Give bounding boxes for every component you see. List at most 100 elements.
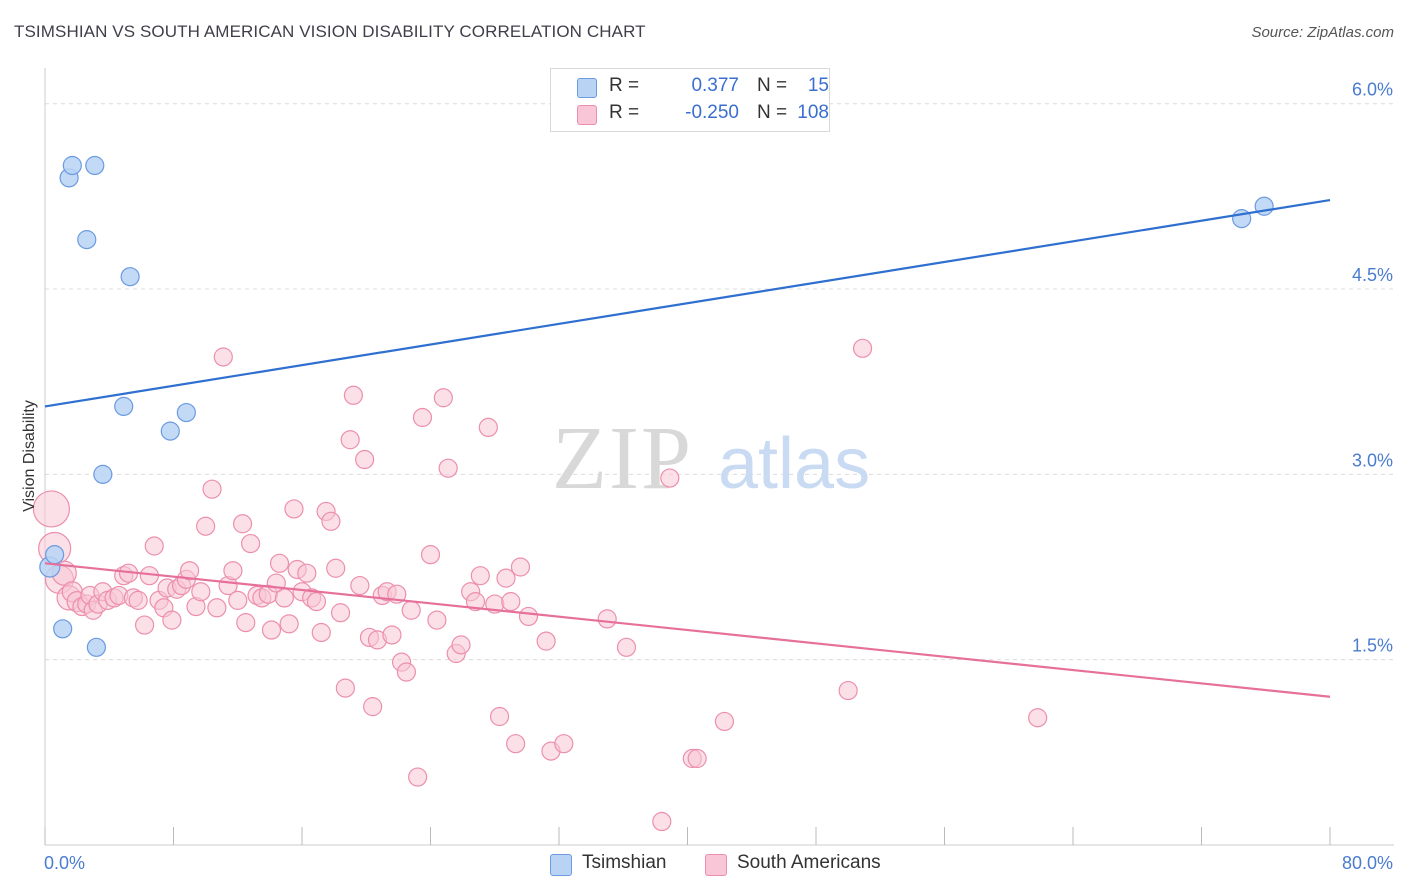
south-americans-point xyxy=(311,622,331,643)
tsimshian-swatch xyxy=(550,854,572,876)
south-americans-point xyxy=(714,711,735,732)
south-americans-point xyxy=(279,614,299,634)
y-tick-label: 4.5% xyxy=(1352,265,1393,285)
watermark: ZIP atlas xyxy=(552,409,870,508)
legend-r-value: 0.377 xyxy=(691,75,739,96)
south-americans-point xyxy=(196,516,216,536)
south-americans-point xyxy=(202,479,222,499)
south-americans-point xyxy=(687,748,707,769)
south-americans-point xyxy=(501,592,521,612)
south-americans-point xyxy=(363,697,383,717)
south-americans-point xyxy=(438,458,458,478)
south-americans-point xyxy=(32,490,71,528)
south-americans-point xyxy=(396,662,417,682)
south-americans-point xyxy=(284,499,304,519)
tsimshian-point xyxy=(120,267,140,287)
south-americans-point xyxy=(330,603,351,623)
source-label: Source: ZipAtlas.com xyxy=(1251,24,1394,41)
south-americans-point xyxy=(355,449,375,470)
legend-n-value: 108 xyxy=(797,102,829,123)
south-americans-point xyxy=(554,734,574,754)
south-americans-point xyxy=(236,613,256,633)
watermark-zip: ZIP xyxy=(552,409,693,508)
watermark-atlas: atlas xyxy=(718,424,870,504)
south-americans-point xyxy=(232,514,253,534)
south-americans-point xyxy=(228,590,248,610)
south-americans-trend-line xyxy=(44,562,1331,698)
south-americans-point xyxy=(326,558,346,578)
south-americans-point xyxy=(427,610,447,630)
south-americans-point xyxy=(297,563,317,583)
tsimshian-point xyxy=(77,230,97,250)
south-americans-point xyxy=(852,338,873,358)
south-americans-point xyxy=(179,561,200,581)
south-americans-point xyxy=(128,590,148,610)
south-americans-point xyxy=(321,511,341,531)
y-tick-label: 3.0% xyxy=(1352,450,1393,470)
south-americans-point xyxy=(207,598,227,618)
south-americans-point xyxy=(838,680,858,701)
south-americans-point xyxy=(536,631,556,651)
tsimshian-swatch xyxy=(577,78,597,98)
south-americans-point xyxy=(412,407,433,428)
south-americans-point xyxy=(496,568,516,588)
legend-n-label: N = xyxy=(757,102,788,123)
y-tick-label: 1.5% xyxy=(1352,636,1393,656)
south-americans-point xyxy=(162,610,182,630)
bottom-legend: Tsimshian South Americans xyxy=(0,852,1406,878)
south-americans-swatch xyxy=(705,854,727,876)
south-americans-point xyxy=(241,533,261,554)
south-americans-point xyxy=(451,635,471,655)
tsimshian-point xyxy=(86,637,107,657)
south-americans-point xyxy=(144,536,164,556)
south-americans-swatch xyxy=(577,105,597,125)
south-americans-point xyxy=(478,417,498,438)
tsimshian-point xyxy=(62,155,82,176)
south-americans-point xyxy=(213,347,233,367)
legend-r-label: R = xyxy=(609,75,640,96)
legend-r-label: R = xyxy=(609,102,640,123)
south-americans-point xyxy=(261,620,282,640)
south-americans-point xyxy=(465,592,486,612)
south-americans-point xyxy=(518,606,539,627)
south-americans-point xyxy=(510,557,531,577)
south-americans-point xyxy=(335,678,355,698)
chart-title: TSIMSHIAN VS SOUTH AMERICAN VISION DISAB… xyxy=(14,22,646,41)
south-americans-point xyxy=(306,592,327,612)
south-americans-point xyxy=(470,566,490,586)
legend-n-value: 15 xyxy=(807,75,829,96)
tsimshian-point xyxy=(45,545,65,565)
south-americans-point xyxy=(489,706,510,727)
south-americans-point xyxy=(382,625,402,645)
south-americans-point xyxy=(340,430,360,450)
tsimshian-point xyxy=(176,402,196,423)
grid-lines xyxy=(45,103,1394,661)
axes xyxy=(44,68,1394,846)
y-axis-label: Vision Disability xyxy=(21,400,38,512)
south-americans-point xyxy=(660,468,680,488)
tsimshian-points xyxy=(39,155,1274,657)
south-americans-point xyxy=(191,582,211,602)
south-americans-points xyxy=(32,338,1048,832)
south-americans-point xyxy=(506,734,526,754)
south-americans-point xyxy=(223,561,243,581)
x-tick-label-max: 80.0% xyxy=(1342,853,1393,873)
legend-n-label: N = xyxy=(757,75,788,96)
tsimshian-trend-line xyxy=(44,198,1331,408)
tsimshian-point xyxy=(114,396,134,417)
south-americans-point xyxy=(597,609,617,629)
south-americans-point xyxy=(1028,708,1048,728)
south-americans-point xyxy=(652,811,672,832)
bottom-legend-label: Tsimshian xyxy=(582,852,667,873)
tsimshian-point xyxy=(85,155,105,176)
bottom-legend-label: South Americans xyxy=(737,852,881,873)
south-americans-point xyxy=(408,767,428,787)
y-tick-label: 6.0% xyxy=(1352,80,1393,100)
south-americans-point xyxy=(420,545,441,565)
tsimshian-point xyxy=(93,464,113,484)
x-tick-label-min: 0.0% xyxy=(44,853,85,873)
south-americans-point xyxy=(134,615,155,635)
south-americans-point xyxy=(401,600,421,620)
south-americans-point xyxy=(269,553,290,573)
legend-r-value: -0.250 xyxy=(685,102,739,123)
